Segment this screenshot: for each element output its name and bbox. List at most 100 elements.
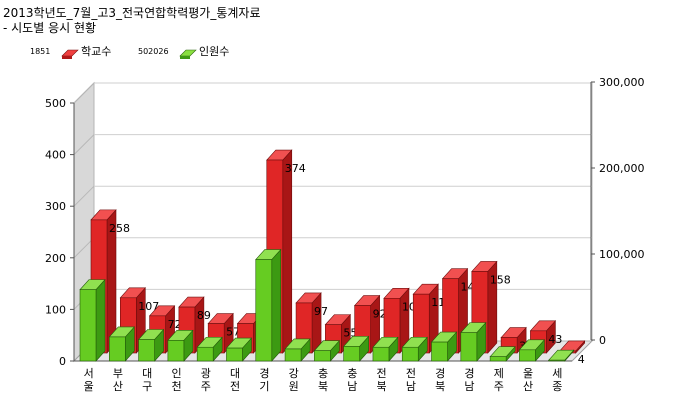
bar-students-front	[314, 350, 331, 362]
gridline-side	[73, 237, 95, 259]
bar-students-front	[519, 349, 536, 362]
left-axis-tick-label: 200	[45, 252, 66, 265]
chart-title: 2013학년도_7월_고3_전국연합학력평가_통계자료	[3, 6, 261, 20]
bar-students-side	[95, 278, 106, 362]
bar-schools-side	[282, 149, 293, 354]
bar-students	[225, 337, 253, 362]
data-label-schools: 57	[226, 326, 240, 339]
left-axis-tick-label: 500	[45, 97, 66, 110]
bar-students	[460, 321, 487, 362]
legend-label-students: 인원수	[199, 45, 229, 58]
bar-students	[284, 338, 311, 362]
data-label-schools: 374	[285, 162, 306, 175]
data-label-schools: 97	[314, 305, 328, 318]
legend-swatch-students	[179, 49, 197, 59]
x-axis-tick-label: 천	[171, 379, 181, 393]
data-label-schools: 158	[490, 273, 511, 286]
bar-students	[518, 339, 546, 362]
x-axis-tick-label: 세	[552, 367, 562, 380]
x-axis-tick-label: 전	[230, 380, 240, 393]
x-axis-tick-label: 울	[523, 367, 533, 380]
x-axis-tick-label: 원	[289, 380, 299, 393]
x-axis-tick-label: 충	[318, 367, 328, 380]
left-axis-tick-label: 0	[59, 355, 66, 368]
bar-students-front	[79, 289, 97, 362]
x-axis-tick-label: 광	[201, 367, 211, 380]
x-axis-tick-label: 대	[230, 367, 240, 380]
x-axis-tick-label: 기	[259, 380, 269, 393]
right-axis-tick-label: 300,000	[599, 76, 645, 89]
bar-students-front	[196, 346, 214, 362]
bar-students-front	[255, 259, 273, 362]
bar-students-front	[431, 341, 448, 362]
bar-students-front	[226, 347, 243, 362]
bar-students-front	[489, 356, 507, 362]
left-axis-tick-label: 300	[45, 200, 66, 213]
data-label-schools: 258	[109, 222, 130, 235]
x-axis-tick-label: 주	[201, 380, 211, 393]
data-label-schools: 92	[373, 308, 387, 321]
data-label-schools: 89	[197, 309, 211, 322]
gridline-side	[73, 185, 95, 207]
left-axis-tick-label: 400	[45, 149, 66, 162]
left-axis-tick-label: 100	[45, 303, 66, 316]
bar-students-front	[372, 346, 390, 362]
bar-students	[313, 339, 341, 362]
bar-students	[196, 336, 223, 362]
x-axis-tick-label: 충	[347, 367, 357, 380]
bar-students	[372, 336, 399, 362]
legend-swatch-schools	[61, 49, 79, 59]
x-axis-tick-label: 전	[406, 367, 416, 380]
legend-label-schools: 학교수	[81, 45, 111, 58]
x-axis-tick-label: 구	[142, 380, 152, 393]
bar-students-side	[271, 248, 282, 362]
gridline-side	[73, 134, 95, 155]
x-axis-tick-label: 경	[464, 367, 474, 380]
bar-schools-side	[311, 292, 322, 354]
x-axis-tick-label: 산	[113, 380, 123, 393]
bar-students	[342, 335, 370, 362]
data-label-schools: 43	[548, 333, 562, 346]
x-axis-tick-label: 부	[113, 367, 123, 380]
x-axis-tick-label: 울	[84, 380, 94, 393]
bar-students	[79, 278, 106, 362]
x-axis-tick-label: 북	[377, 380, 387, 393]
x-axis-tick-label: 전	[377, 367, 387, 380]
x-axis-tick-label: 서	[84, 367, 94, 380]
data-label-schools: 107	[138, 300, 159, 313]
legend-total-schools: 1851	[30, 47, 50, 56]
x-axis-tick-label: 남	[464, 380, 474, 393]
plot-back-wall	[93, 82, 593, 342]
data-label-schools: 72	[168, 318, 182, 331]
bar-students	[137, 328, 165, 362]
bar-students-front	[343, 346, 360, 362]
x-axis-tick-label: 북	[318, 380, 328, 393]
data-label-schools: 4	[578, 353, 585, 366]
bar-students	[255, 248, 282, 362]
bar-students-front	[108, 336, 126, 362]
bar-students	[167, 329, 194, 362]
bar-students	[430, 331, 458, 362]
x-axis-tick-label: 종	[552, 380, 562, 393]
bar-students	[401, 336, 428, 362]
legend: 1851 학교수 502026 인원수	[30, 45, 229, 59]
x-axis-tick-label: 인	[171, 367, 181, 380]
bar-students	[548, 349, 575, 362]
chart-subtitle: - 시도별 응시 현황	[3, 21, 96, 35]
bar-students-front	[548, 359, 566, 362]
x-axis-tick-label: 북	[435, 380, 445, 393]
bar-students	[489, 345, 516, 362]
bar-students	[108, 326, 135, 362]
x-axis-tick-label: 강	[289, 367, 299, 380]
legend-total-students: 502026	[138, 47, 169, 56]
bar-students-front	[138, 339, 155, 362]
x-axis-tick-label: 주	[494, 380, 504, 393]
right-axis-tick-label: 100,000	[599, 248, 645, 261]
bar-students-front	[284, 348, 302, 362]
x-axis-tick-label: 경	[259, 367, 269, 380]
x-axis-tick-label: 남	[347, 380, 357, 393]
gridline-side	[73, 82, 95, 104]
right-axis-tick-label: 200,000	[599, 162, 645, 175]
x-axis-tick-label: 산	[523, 380, 533, 393]
